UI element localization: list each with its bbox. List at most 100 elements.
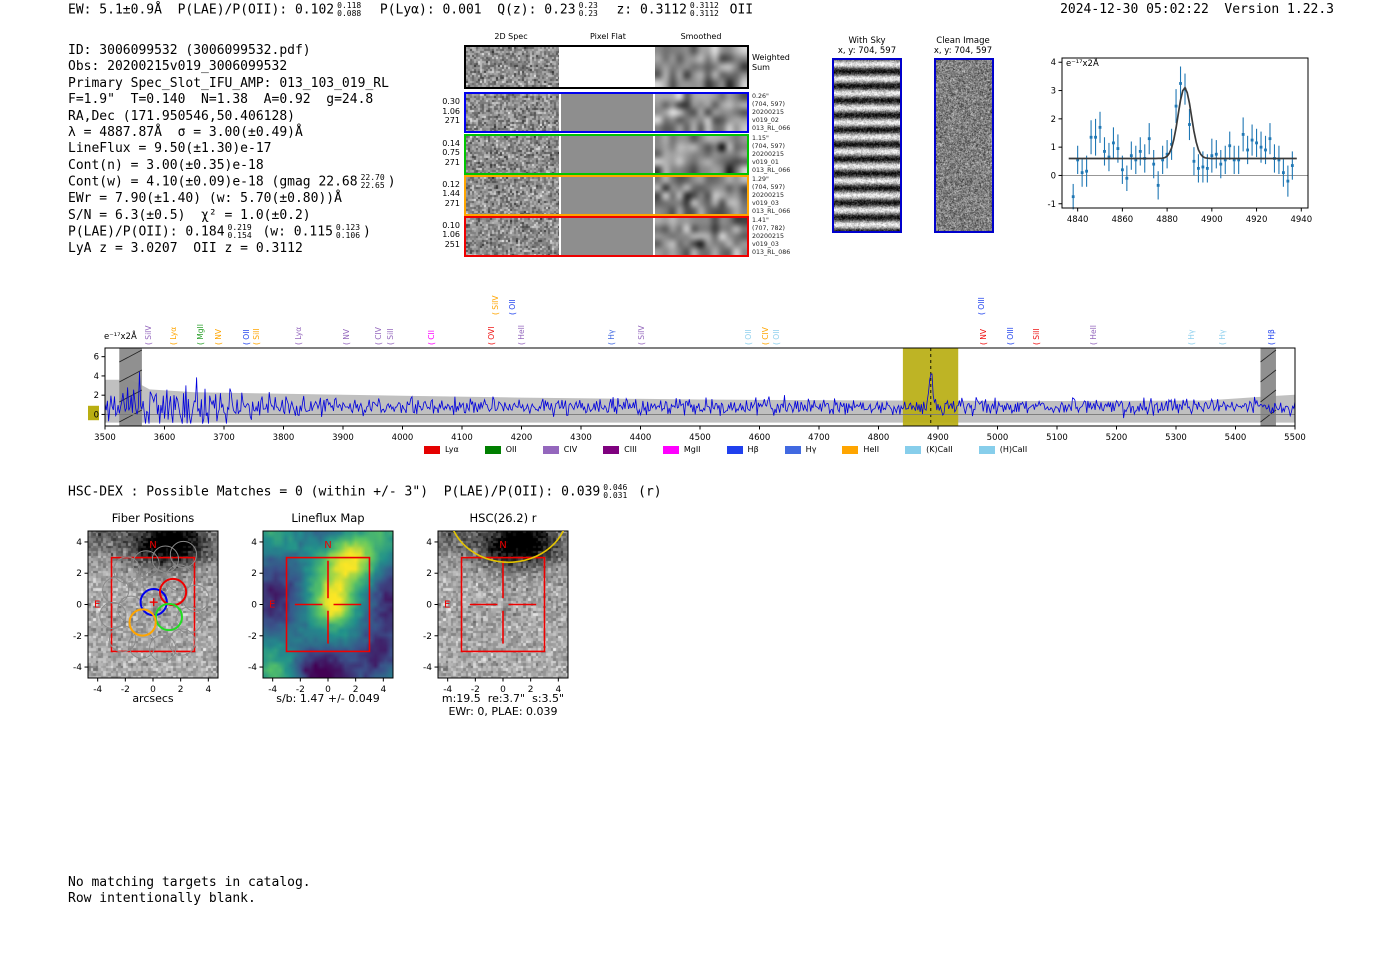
legend-swatch: [603, 445, 620, 454]
svg-text:2: 2: [426, 569, 432, 579]
2dspec-image: [466, 135, 559, 173]
hsc-r-image: [438, 531, 568, 678]
withsky-title: With Sky x, y: 704, 597: [837, 36, 897, 56]
legend-label: Hγ: [805, 445, 817, 454]
info-line: Obs: 20200215v019_3006099532: [68, 59, 288, 75]
svg-text:-4: -4: [268, 685, 277, 695]
spec2d-row-right-label: Weighted Sum: [752, 53, 790, 72]
emission-line-label: ( Hγ: [1187, 329, 1196, 345]
spec2d-row-right-label: 0.26" (704, 597) 20200215 v019_02 013_RL…: [752, 93, 791, 132]
emission-line-label: ( SiII: [1031, 328, 1041, 345]
pixelflat-image: [561, 135, 653, 173]
panel-overlay: 4 2 0 -2 -4 -4 -2 0 2 4 N E: [248, 530, 394, 695]
emission-line-label: ( Lyα: [293, 326, 303, 345]
emission-line-label: ( OII: [771, 329, 781, 345]
pixelflat-image: [561, 47, 653, 87]
svg-text:0: 0: [251, 601, 257, 611]
col-header-pixelflat: Pixel Flat: [590, 32, 626, 41]
svg-text:4: 4: [251, 538, 257, 548]
col-header-2dspec: 2D Spec: [494, 32, 528, 41]
stacked-value: 0.046 0.031: [603, 483, 628, 500]
svg-text:-4: -4: [73, 663, 82, 673]
info-line: P(LAE)/P(OII): 0.184 0.219 0.154 (w: 0.115…: [68, 222, 371, 240]
svg-text:2: 2: [251, 569, 257, 579]
panel-overlay: 4 2 0 -2 -4 -4 -2 0 2 4 N E: [73, 530, 219, 695]
col-header-smoothed: Smoothed: [680, 32, 722, 41]
fit-units-label: e⁻¹⁷x2Å: [1066, 59, 1099, 69]
detection-info-block: ID: 3006099532 (3006099532.pdf) Obs: 2020…: [68, 43, 396, 257]
legend-item: (H)CaII: [978, 445, 1028, 454]
legend-item: HeII: [842, 445, 879, 454]
svg-text:-4: -4: [423, 663, 432, 673]
svg-text:0: 0: [1051, 171, 1056, 181]
svg-text:4900: 4900: [927, 433, 949, 443]
hsc-caption: m:19.5 re:3.7" s:3.5" EWr: 0, PLAE: 0.039: [441, 692, 565, 718]
svg-text:4920: 4920: [1246, 215, 1268, 225]
svg-text:3800: 3800: [273, 433, 295, 443]
info-line: Cont(w) = 4.10(±0.09)e-18 (gmag 22.68 22.…: [68, 173, 396, 191]
svg-text:1: 1: [1051, 143, 1056, 153]
panel-overlay: 4 2 0 -2 -4 -4 -2 0 2 4 N E: [423, 530, 569, 695]
svg-text:4: 4: [426, 538, 432, 548]
2dspec-image: [466, 47, 559, 87]
legend-label: MgII: [683, 445, 701, 454]
svg-text:-2: -2: [248, 632, 257, 642]
info-line: S/N = 6.3(±0.5) χ² = 1.0(±0.2): [68, 207, 311, 223]
legend-item: OII: [484, 445, 517, 454]
emission-line-label: ( SiIV: [637, 325, 647, 346]
emission-line-label: ( OIII: [1006, 327, 1016, 345]
svg-text:4700: 4700: [808, 433, 830, 443]
svg-text:3700: 3700: [213, 433, 235, 443]
timestamp-version: 2024-12-30 05:02:22 Version 1.22.3: [1060, 2, 1334, 17]
svg-text:5300: 5300: [1165, 433, 1187, 443]
svg-text:4000: 4000: [392, 433, 414, 443]
emission-line-label: ( Hγ: [606, 329, 616, 345]
svg-text:0: 0: [500, 685, 506, 695]
svg-text:4: 4: [1051, 58, 1056, 68]
emission-line-label: ( NV: [342, 328, 352, 345]
stacked-value: 0.23 0.23: [578, 1, 598, 18]
panel-title: Lineflux Map: [291, 511, 365, 525]
svg-text:2: 2: [76, 569, 82, 579]
stacked-value: 0.123 0.106: [335, 222, 361, 240]
svg-text:0: 0: [150, 685, 156, 695]
info-line: LineFlux = 9.50(±1.30)e-17: [68, 141, 272, 157]
smoothed-image: [655, 135, 747, 173]
svg-text:3600: 3600: [154, 433, 176, 443]
svg-text:4: 4: [205, 685, 211, 695]
emission-line-label: ( SiII: [386, 328, 396, 345]
legend-swatch: [424, 445, 440, 454]
compass-n: N: [324, 540, 331, 551]
spec2d-row-right-label: 1.29" (704, 597) 20200215 v019_03 013_RL…: [752, 175, 791, 215]
info-line: RA,Dec (171.950546,50.406128): [68, 108, 295, 124]
svg-text:2: 2: [353, 685, 359, 695]
svg-text:3500: 3500: [94, 433, 116, 443]
compass-n: N: [149, 540, 156, 551]
2dspec-image: [466, 176, 559, 214]
svg-text:2: 2: [94, 391, 99, 401]
emission-line-label: ( NV: [214, 328, 224, 345]
emission-line-label: ( SiIV: [143, 325, 153, 346]
pixelflat-image: [561, 94, 653, 131]
svg-text:3900: 3900: [332, 433, 354, 443]
svg-text:-2: -2: [423, 632, 432, 642]
legend-label: (H)CaII: [999, 445, 1028, 454]
hsc-dex-line: HSC-DEX : Possible Matches = 0 (within +…: [68, 483, 662, 500]
legend-swatch: [542, 445, 559, 454]
compass-e: E: [94, 600, 100, 611]
legend-item: Hγ: [784, 445, 817, 454]
info-line: Cont(n) = 3.00(±0.35)e-18: [68, 157, 264, 173]
emission-line-label: ( OII: [242, 329, 252, 345]
info-line: λ = 4887.87Å σ = 3.00(±0.49)Å: [68, 125, 303, 141]
spec2d-row: [464, 174, 749, 216]
svg-text:-2: -2: [121, 685, 130, 695]
svg-text:4900: 4900: [1201, 215, 1223, 225]
line-fit-plot: 4840 4860 4880 4900 4920 4940 -1 0 1 2 3 4: [1048, 57, 1312, 225]
spec2d-row-left-label: 0.12 1.44 271: [442, 179, 460, 208]
stacked-value: 0.118 0.088: [337, 1, 362, 18]
cleanimage-image: [934, 58, 994, 233]
emission-line-label: ( NV: [979, 328, 989, 345]
legend-swatch: [726, 445, 743, 454]
svg-text:-2: -2: [73, 632, 82, 642]
panel1-xlabel: arcsecs: [132, 692, 174, 705]
